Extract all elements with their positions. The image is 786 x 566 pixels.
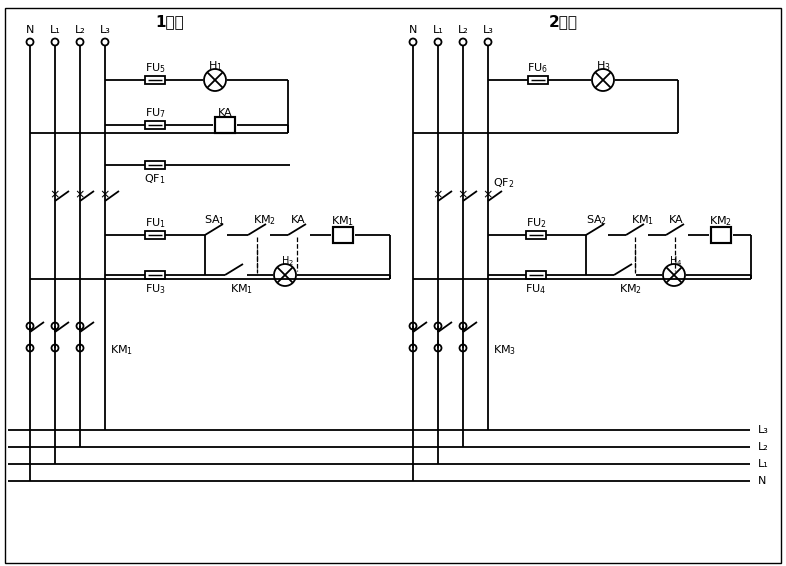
Circle shape (460, 38, 467, 45)
Bar (333, 227, 353, 243)
Bar (145, 231, 165, 239)
Text: QF$_1$: QF$_1$ (145, 172, 166, 186)
Text: FU$_3$: FU$_3$ (145, 282, 165, 296)
Bar (145, 121, 165, 129)
Text: FU$_1$: FU$_1$ (145, 216, 165, 230)
Text: 1电源: 1电源 (156, 15, 185, 29)
Circle shape (460, 323, 467, 329)
Text: ×: × (75, 188, 85, 201)
Text: KM$_1$: KM$_1$ (332, 214, 354, 228)
Bar (145, 76, 165, 84)
Circle shape (592, 69, 614, 91)
Text: SA$_1$: SA$_1$ (204, 213, 226, 227)
Text: KA: KA (291, 215, 305, 225)
Text: SA$_2$: SA$_2$ (586, 213, 607, 227)
Circle shape (204, 69, 226, 91)
Bar (526, 231, 546, 239)
Text: FU$_5$: FU$_5$ (145, 61, 165, 75)
Text: KM$_2$: KM$_2$ (619, 282, 643, 296)
Circle shape (484, 38, 491, 45)
Circle shape (76, 345, 83, 351)
Text: ×: × (100, 188, 110, 201)
Text: FU$_4$: FU$_4$ (525, 282, 546, 296)
Circle shape (52, 323, 58, 329)
Text: KA: KA (218, 108, 233, 118)
Text: ×: × (483, 188, 494, 201)
Circle shape (410, 345, 417, 351)
Text: L₃: L₃ (100, 25, 111, 35)
Circle shape (52, 38, 58, 45)
Text: L₂: L₂ (758, 442, 769, 452)
Text: L₁: L₁ (50, 25, 61, 35)
Text: 2电源: 2电源 (549, 15, 578, 29)
Circle shape (460, 345, 467, 351)
Circle shape (410, 323, 417, 329)
Circle shape (410, 38, 417, 45)
Circle shape (274, 264, 296, 286)
Text: QF$_2$: QF$_2$ (493, 176, 514, 190)
Text: N: N (758, 476, 766, 486)
Circle shape (52, 345, 58, 351)
Text: FU$_7$: FU$_7$ (145, 106, 165, 120)
Text: FU$_2$: FU$_2$ (526, 216, 546, 230)
Text: KA: KA (669, 215, 683, 225)
Bar (711, 227, 731, 243)
Text: L₂: L₂ (457, 25, 468, 35)
Circle shape (435, 323, 442, 329)
Text: H$_2$: H$_2$ (281, 254, 293, 268)
Text: H$_1$: H$_1$ (208, 59, 222, 73)
Bar (215, 117, 235, 133)
Text: ×: × (50, 188, 61, 201)
Text: KM$_1$: KM$_1$ (631, 213, 655, 227)
Bar (528, 76, 548, 84)
Bar (145, 271, 165, 279)
Text: KM$_1$: KM$_1$ (110, 343, 134, 357)
Text: ×: × (457, 188, 468, 201)
Text: N: N (409, 25, 417, 35)
Text: FU$_6$: FU$_6$ (527, 61, 549, 75)
Circle shape (27, 38, 34, 45)
Text: H$_3$: H$_3$ (596, 59, 611, 73)
Text: KM$_2$: KM$_2$ (710, 214, 733, 228)
Circle shape (76, 38, 83, 45)
Text: L₃: L₃ (483, 25, 494, 35)
Text: L₁: L₁ (432, 25, 443, 35)
Bar (145, 161, 165, 169)
Text: L₁: L₁ (758, 459, 769, 469)
Circle shape (435, 345, 442, 351)
Circle shape (76, 323, 83, 329)
Circle shape (435, 38, 442, 45)
Text: ×: × (433, 188, 443, 201)
Text: H$_4$: H$_4$ (670, 254, 683, 268)
Text: KM$_2$: KM$_2$ (253, 213, 277, 227)
Circle shape (27, 323, 34, 329)
Circle shape (101, 38, 108, 45)
Circle shape (663, 264, 685, 286)
Text: N: N (26, 25, 34, 35)
Text: KM$_3$: KM$_3$ (493, 343, 516, 357)
Circle shape (27, 345, 34, 351)
Text: L₃: L₃ (758, 425, 769, 435)
Text: KM$_1$: KM$_1$ (230, 282, 254, 296)
Bar (526, 271, 546, 279)
Text: L₂: L₂ (75, 25, 86, 35)
